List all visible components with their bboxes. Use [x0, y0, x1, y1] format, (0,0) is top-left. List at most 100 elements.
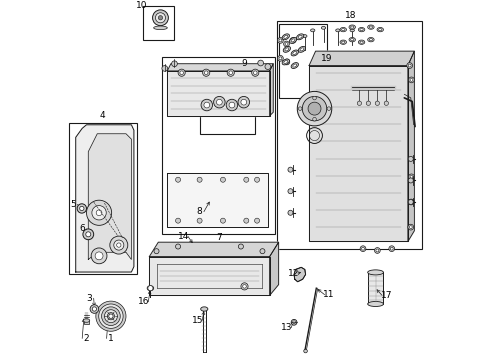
Ellipse shape	[282, 34, 289, 40]
Ellipse shape	[147, 286, 153, 291]
Text: 2: 2	[83, 334, 89, 343]
Circle shape	[204, 71, 207, 75]
Circle shape	[213, 96, 224, 108]
Ellipse shape	[282, 59, 289, 65]
Circle shape	[406, 63, 412, 68]
Ellipse shape	[358, 40, 364, 44]
Circle shape	[408, 77, 413, 83]
Ellipse shape	[339, 27, 346, 32]
Circle shape	[244, 218, 248, 223]
Ellipse shape	[310, 29, 314, 32]
Ellipse shape	[367, 25, 373, 29]
Circle shape	[162, 66, 167, 71]
Circle shape	[260, 249, 264, 254]
Circle shape	[277, 55, 283, 61]
Circle shape	[374, 101, 379, 105]
Circle shape	[202, 69, 209, 76]
Ellipse shape	[299, 48, 304, 51]
Text: 11: 11	[323, 290, 334, 299]
Bar	[143, 6, 174, 40]
Text: 15: 15	[192, 316, 203, 325]
Circle shape	[374, 248, 380, 253]
Text: 13: 13	[281, 323, 292, 332]
Text: 12: 12	[287, 269, 299, 278]
Polygon shape	[149, 257, 269, 295]
Ellipse shape	[292, 51, 296, 54]
Ellipse shape	[376, 27, 383, 32]
Circle shape	[407, 64, 410, 67]
Ellipse shape	[289, 37, 296, 43]
Circle shape	[277, 37, 283, 43]
Polygon shape	[167, 173, 267, 227]
Circle shape	[91, 248, 107, 264]
Circle shape	[357, 101, 361, 105]
Circle shape	[285, 42, 287, 45]
Ellipse shape	[321, 26, 325, 29]
Circle shape	[303, 349, 307, 353]
Text: 19: 19	[321, 54, 332, 63]
Text: 16: 16	[138, 297, 149, 306]
Circle shape	[114, 240, 123, 250]
Circle shape	[407, 224, 413, 230]
Circle shape	[388, 246, 394, 252]
Circle shape	[238, 96, 249, 108]
Circle shape	[242, 285, 246, 288]
Polygon shape	[308, 66, 407, 242]
Ellipse shape	[339, 40, 346, 44]
Circle shape	[175, 177, 180, 182]
Circle shape	[104, 310, 117, 323]
Ellipse shape	[290, 63, 298, 68]
Ellipse shape	[296, 34, 303, 40]
Circle shape	[283, 41, 289, 47]
Text: 8: 8	[196, 207, 202, 216]
Bar	[367, 273, 383, 304]
Circle shape	[226, 99, 237, 111]
Ellipse shape	[368, 26, 372, 28]
Circle shape	[407, 199, 413, 205]
Bar	[84, 320, 89, 324]
Circle shape	[257, 60, 263, 66]
Text: 6: 6	[79, 224, 85, 233]
Circle shape	[241, 99, 246, 105]
Circle shape	[117, 243, 121, 247]
Circle shape	[99, 304, 123, 328]
Circle shape	[407, 178, 412, 183]
Circle shape	[361, 247, 364, 250]
Circle shape	[292, 321, 295, 324]
Ellipse shape	[358, 27, 364, 32]
Ellipse shape	[348, 25, 355, 29]
Circle shape	[264, 64, 270, 69]
Text: 5: 5	[70, 200, 76, 209]
Circle shape	[108, 314, 113, 318]
Circle shape	[216, 99, 222, 105]
Circle shape	[284, 59, 289, 65]
Polygon shape	[88, 134, 131, 260]
Ellipse shape	[285, 48, 288, 51]
Circle shape	[180, 71, 183, 75]
Ellipse shape	[341, 28, 344, 31]
Circle shape	[251, 69, 258, 76]
Circle shape	[290, 319, 296, 325]
Circle shape	[407, 199, 412, 204]
Ellipse shape	[350, 26, 353, 28]
Polygon shape	[149, 242, 278, 257]
Ellipse shape	[153, 26, 167, 30]
Circle shape	[90, 305, 99, 313]
Circle shape	[220, 177, 225, 182]
Circle shape	[409, 201, 412, 203]
Circle shape	[147, 286, 153, 291]
Ellipse shape	[359, 28, 363, 31]
Text: 7: 7	[216, 233, 222, 242]
Ellipse shape	[348, 37, 355, 42]
Text: 17: 17	[380, 291, 391, 300]
Circle shape	[96, 210, 102, 216]
Circle shape	[289, 37, 295, 43]
Circle shape	[96, 301, 126, 331]
Circle shape	[409, 78, 412, 81]
Circle shape	[375, 249, 378, 252]
Ellipse shape	[368, 39, 372, 41]
Polygon shape	[269, 64, 273, 116]
Bar	[162, 57, 274, 234]
Text: 18: 18	[344, 11, 355, 20]
Circle shape	[107, 312, 114, 320]
